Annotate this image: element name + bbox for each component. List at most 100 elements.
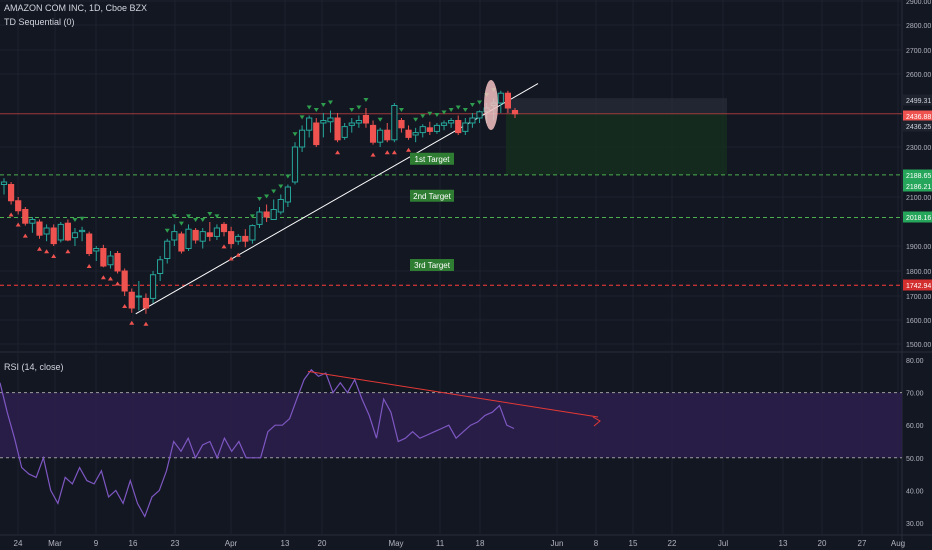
candle-body — [405, 129, 412, 138]
candle-body — [277, 199, 284, 213]
td-buy-arrow — [115, 281, 121, 286]
price-label: 2186.21 — [906, 184, 931, 191]
price-tick-label: 2700.00 — [906, 48, 931, 55]
td-buy-arrow — [228, 256, 234, 261]
candle-body — [291, 146, 299, 183]
candle-body — [50, 227, 57, 245]
time-tick-label: Jun — [551, 539, 564, 548]
td-buy-arrow — [406, 147, 412, 152]
td-buy-arrow — [370, 152, 376, 157]
price-label: 2188.65 — [906, 173, 931, 180]
td-sell-arrow — [306, 105, 312, 110]
td-sell-arrow — [413, 117, 419, 122]
price-label: 2436.88 — [906, 114, 931, 121]
rsi-series — [0, 368, 515, 518]
td-buy-arrow — [143, 321, 149, 326]
td-buy-arrow — [8, 212, 14, 217]
time-tick-label: Mar — [48, 539, 62, 548]
candle-body — [142, 297, 150, 309]
candle-body — [511, 110, 519, 115]
candle-body — [412, 132, 419, 136]
td-sell-arrow — [79, 216, 85, 221]
price-tick-label: 2800.00 — [906, 23, 931, 30]
indicator-legend: TD Sequential (0) — [4, 17, 75, 27]
candle-body — [369, 124, 377, 143]
candle-body — [107, 255, 114, 266]
divergence-arrowhead — [592, 416, 601, 427]
candle-body — [149, 274, 157, 299]
price-tick-label: 2300.00 — [906, 145, 931, 152]
candle-body — [469, 117, 476, 124]
candle-body — [192, 229, 199, 241]
candle-body — [306, 117, 313, 131]
price-label: 2499.31 — [906, 98, 931, 105]
rsi-title[interactable]: RSI (14, close) — [4, 362, 64, 372]
time-tick-label: Apr — [225, 539, 238, 548]
time-tick-label: May — [388, 539, 403, 548]
price-tick-label: 2900.00 — [906, 0, 931, 6]
td-sell-arrow — [214, 214, 220, 219]
candle-body — [228, 231, 235, 245]
candle-body — [100, 248, 107, 267]
candle-body — [426, 127, 433, 132]
td-sell-arrow — [448, 108, 454, 112]
td-sell-arrow — [462, 108, 468, 112]
indicator-title[interactable]: TD Sequential (0) — [4, 17, 75, 27]
target-label: 3rd Target — [414, 261, 451, 270]
price-tick-label: 1500.00 — [906, 342, 931, 349]
price-label-bg — [903, 94, 932, 106]
candle-body — [320, 120, 327, 124]
candle-body — [341, 126, 348, 138]
candle-body — [213, 227, 221, 237]
rsi-band — [0, 392, 902, 459]
price-tick-label: 1600.00 — [906, 318, 931, 325]
candle-body — [206, 232, 213, 237]
price-label-bg — [903, 211, 932, 223]
candle-body — [270, 209, 277, 220]
candle-body — [78, 229, 86, 233]
td-buy-arrow — [129, 320, 135, 325]
td-sell-arrow — [264, 194, 270, 199]
candle-body — [114, 253, 121, 272]
candle-body — [242, 235, 249, 242]
candle-body — [313, 122, 320, 146]
candle-body — [36, 221, 43, 236]
td9-highlight — [484, 80, 498, 130]
projection-box — [506, 98, 727, 175]
candle-body — [29, 219, 36, 224]
time-tick-label: 15 — [629, 539, 638, 548]
time-tick-label: 8 — [594, 539, 599, 548]
price-label-bg — [903, 120, 932, 132]
target-labels: 1st Target 2nd Target 3rd Target — [410, 152, 454, 271]
rsi-line — [0, 368, 601, 518]
candle-body — [86, 233, 93, 254]
time-tick-label: 20 — [318, 539, 327, 548]
candle-body — [391, 105, 398, 141]
price-label: 2436.25 — [906, 124, 931, 131]
projection-lower — [506, 113, 727, 175]
td-buy-arrow — [51, 254, 57, 258]
candle-body — [448, 120, 455, 124]
td-sell-arrow — [420, 114, 426, 119]
candle-body — [362, 115, 370, 124]
td-sell-arrow — [207, 212, 213, 216]
td-sell-arrow — [164, 228, 170, 233]
symbol-legend: AMAZON COM INC, 1D, Cboe BZX — [4, 3, 147, 13]
price-tick-label: 1700.00 — [906, 294, 931, 301]
symbol-title[interactable]: AMAZON COM INC, 1D, Cboe BZX — [4, 3, 148, 13]
projection-upper — [506, 98, 727, 114]
candle-body — [384, 129, 391, 141]
td-buy-arrow — [335, 150, 341, 155]
target-box — [410, 259, 454, 271]
price-labels: 2499.31 2436.88 2436.25 2188.65 2186.21 2018.… — [903, 94, 932, 291]
td-buy-arrow — [36, 246, 42, 251]
time-tick-label: 24 — [14, 539, 23, 548]
target-box — [410, 189, 454, 202]
td-sell-arrow — [292, 132, 298, 137]
price-label-bg — [903, 169, 932, 181]
candle-body — [398, 120, 405, 129]
td-buy-arrow — [65, 249, 71, 254]
td-buy-arrow — [384, 150, 390, 155]
axes: 2900.00 2800.00 2700.00 2600.00 2300.00 2100.… — [14, 0, 932, 548]
